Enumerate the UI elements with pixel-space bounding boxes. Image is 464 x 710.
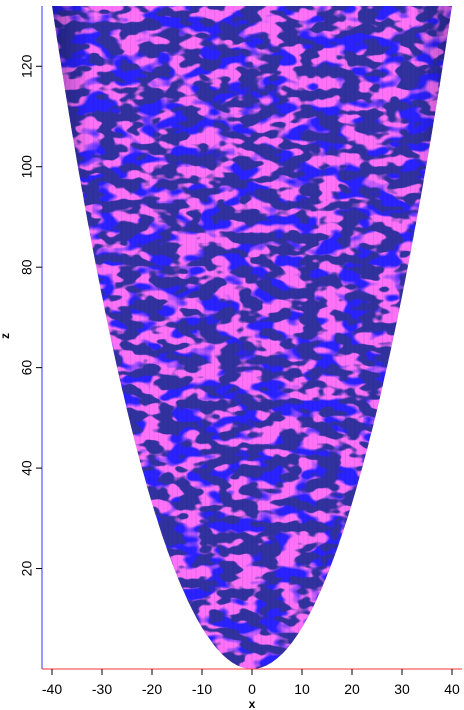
- y-axis-ticks: 20 40 60 80 100 120: [19, 54, 42, 576]
- x-tick-label: -40: [42, 681, 62, 697]
- y-tick-label: 120: [19, 54, 35, 78]
- y-tick-label: 20: [19, 561, 35, 577]
- y-tick-label: 80: [19, 259, 35, 275]
- x-axis-ticks: -40 -30 -20 -10 0 10 20 30 40: [42, 669, 460, 697]
- y-tick-label: 40: [19, 460, 35, 476]
- x-tick-label: 0: [248, 681, 256, 697]
- x-axis-label: x: [249, 697, 256, 710]
- x-tick-label: 10: [294, 681, 310, 697]
- x-tick-label: -10: [192, 681, 212, 697]
- plot-area: [52, 6, 452, 669]
- x-tick-label: -20: [142, 681, 162, 697]
- x-tick-label: 20: [344, 681, 360, 697]
- y-tick-label: 60: [19, 360, 35, 376]
- x-tick-label: 30: [394, 681, 410, 697]
- x-tick-label: -30: [92, 681, 112, 697]
- y-tick-label: 100: [19, 155, 35, 179]
- x-tick-label: 40: [444, 681, 460, 697]
- y-axis-label: z: [0, 333, 12, 339]
